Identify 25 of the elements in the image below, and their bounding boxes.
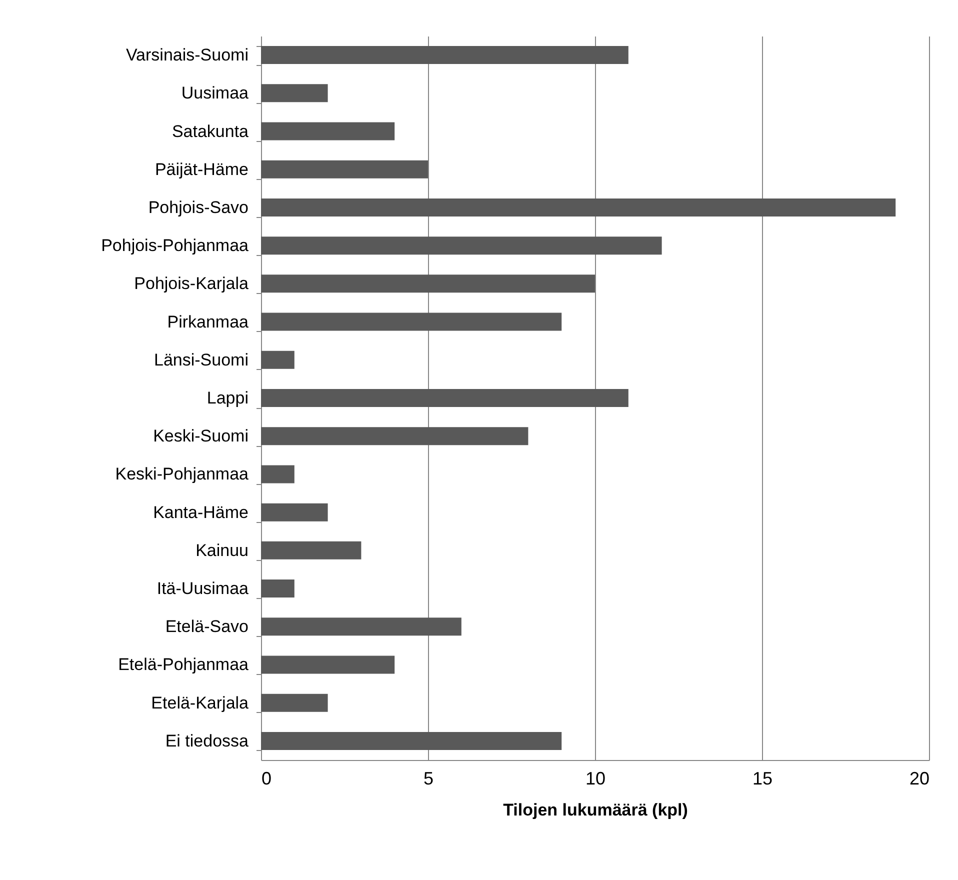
y-tick-label: Ei tiedossa	[165, 731, 250, 750]
y-tick-label: Etelä-Savo	[165, 617, 248, 636]
x-tick-label: 5	[423, 768, 434, 788]
y-tick-label: Päijät-Häme	[154, 160, 248, 179]
y-tick-label: Etelä-Karjala	[151, 693, 250, 712]
y-tick-label: Pohjois-Pohjanmaa	[101, 236, 250, 256]
y-tick-label: Varsinais-Suomi	[126, 46, 248, 65]
y-tick-label: Satakunta	[172, 122, 250, 141]
y-tick-label: Länsi-Suomi	[154, 350, 248, 370]
x-tick-label: 10	[585, 768, 606, 788]
x-tick-label: 0	[262, 768, 272, 788]
y-tick-label: Lappi	[206, 388, 248, 408]
y-tick-label: Pohjois-Savo	[148, 198, 248, 217]
y-tick-label: Etelä-Pohjanmaa	[118, 655, 250, 674]
y-tick-label: Pohjois-Karjala	[134, 274, 250, 294]
y-tick-label: Kainuu	[196, 540, 248, 560]
y-tick-label: Itä-Uusimaa	[156, 579, 250, 598]
y-tick-label: Pirkanmaa	[167, 312, 250, 332]
x-tick-label: 15	[752, 768, 773, 788]
x-axis-title: Tilojen lukumäärä (kpl)	[503, 800, 688, 820]
x-tick-label: 20	[909, 768, 930, 788]
y-tick-label: Keski-Pohjanmaa	[115, 464, 250, 484]
y-tick-label: Keski-Suomi	[153, 426, 248, 446]
y-tick-label: Kanta-Häme	[153, 502, 248, 522]
y-tick-label: Uusimaa	[181, 84, 250, 103]
